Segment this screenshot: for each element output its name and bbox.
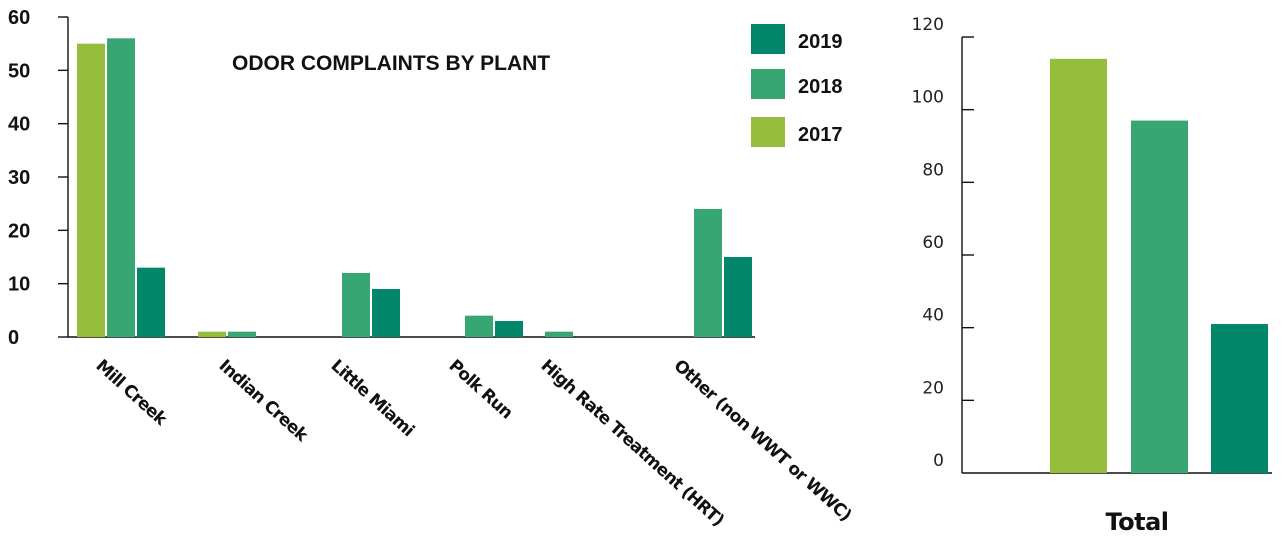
legend-swatch-2017 [751, 117, 785, 147]
legend-label-2018: 2018 [798, 76, 843, 98]
total-bar-2018 [1131, 120, 1188, 474]
right-y-tick-label: 80 [922, 160, 944, 180]
right-y-tick-label: 0 [933, 451, 944, 471]
left-y-tick-label: 0 [8, 327, 19, 349]
legend-swatch-2019 [751, 24, 785, 54]
right-y-tick-label: 120 [912, 15, 944, 35]
chart-title: ODOR COMPLAINTS BY PLANT [232, 52, 550, 75]
bar-other-non-wwt-or-wwc-2019 [724, 257, 752, 337]
total-bar-2017 [1050, 58, 1107, 474]
category-label-indian-creek: Indian Creek [215, 356, 312, 446]
left-y-tick-label: 30 [8, 167, 30, 189]
left-y-tick-label: 10 [8, 274, 30, 296]
bar-mill-creek-2019 [137, 267, 165, 337]
category-label-little-miami: Little Miami [327, 356, 418, 441]
bar-little-miami-2018 [342, 273, 370, 337]
legend-label-2017: 2017 [798, 124, 843, 146]
bar-high-rate-treatment-hrt-2018 [545, 331, 573, 337]
bar-mill-creek-2018 [107, 38, 135, 337]
total-bar-2019 [1211, 324, 1268, 473]
category-label-mill-creek: Mill Creek [92, 356, 172, 430]
plant-bar-chart: ODOR COMPLAINTS BY PLANT 0 10 20 30 40 50 60 Mi… [8, 7, 855, 530]
category-label-polk-run: Polk Run [445, 356, 516, 423]
bar-polk-run-2019 [495, 321, 523, 337]
right-y-tick-label: 60 [922, 233, 944, 253]
bar-mill-creek-2017 [77, 43, 105, 338]
total-bar-chart: Total 0 20 40 60 80 100 120 [912, 15, 1272, 536]
bar-little-miami-2019 [372, 289, 400, 337]
left-y-tick-label: 50 [8, 60, 30, 82]
total-category-label: Total [1105, 508, 1168, 536]
legend-label-2019: 2019 [798, 31, 843, 53]
right-y-tick-label: 40 [922, 306, 944, 326]
bar-indian-creek-2018 [228, 331, 256, 337]
left-y-tick-label: 20 [8, 220, 30, 242]
legend-swatch-2018 [751, 69, 785, 99]
right-y-tick-label: 20 [922, 378, 944, 398]
bar-polk-run-2018 [465, 315, 493, 337]
bar-indian-creek-2017 [198, 331, 226, 337]
left-y-tick-label: 40 [8, 114, 30, 136]
legend: 2019 2018 2017 [751, 24, 843, 147]
left-y-tick-label: 60 [8, 7, 30, 29]
bar-other-non-wwt-or-wwc-2018 [694, 209, 722, 337]
right-y-tick-label: 100 [912, 88, 944, 108]
